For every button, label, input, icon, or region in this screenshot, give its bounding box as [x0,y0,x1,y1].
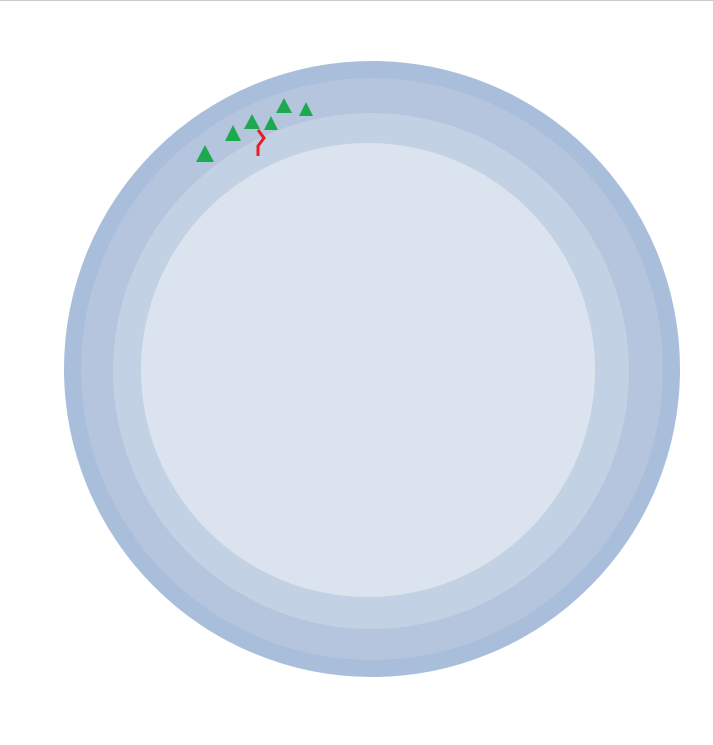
tree-icon [276,98,292,113]
tree-icon [225,125,241,141]
top-border [0,0,713,1]
tree-icon [264,116,278,130]
tree-group [196,98,313,162]
world-center-disc [141,143,595,597]
tree-icon [196,145,214,162]
river-icon [256,129,266,156]
tree-icon [299,102,313,116]
tree-icon [244,114,260,129]
